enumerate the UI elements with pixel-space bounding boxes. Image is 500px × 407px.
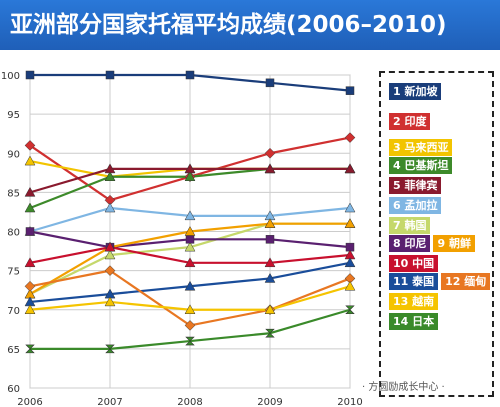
data-point: [344, 132, 356, 143]
data-point: [24, 140, 36, 151]
data-point: [264, 147, 276, 159]
data-point: [105, 70, 115, 80]
y-tick-label: 65: [7, 345, 20, 356]
legend-entry: 9 朝鲜: [433, 235, 475, 252]
data-point: [105, 344, 115, 354]
x-tick-label: 2010: [337, 397, 362, 407]
legend-entry: 8 印尼: [389, 235, 431, 252]
legend-row: 5 菲律宾: [389, 177, 442, 194]
data-point: [185, 336, 195, 346]
legend-entry: 12 缅甸: [441, 273, 491, 290]
data-point: [24, 257, 36, 268]
y-tick-label: 80: [7, 228, 20, 239]
legend-row: 1 新加坡: [389, 83, 442, 100]
data-point: [24, 304, 36, 314]
x-tick-label: 2008: [177, 397, 202, 407]
x-axis-ticks: 2006 2007 2008 2009 2010: [17, 397, 362, 407]
data-point: [344, 202, 356, 213]
legend: 1 新加坡 2 印度 3 马来西亚 4 巴基斯坦 5 菲律宾 6 孟加拉 7 韩国 8 印尼 9…: [379, 71, 494, 397]
legend-row: 11 泰国 12 缅甸: [389, 273, 491, 290]
data-point: [184, 320, 196, 331]
legend-row: 13 越南: [389, 293, 439, 310]
data-point: [24, 280, 36, 292]
data-point: [184, 304, 196, 314]
legend-entry: 13 越南: [389, 293, 439, 310]
data-point: [264, 304, 276, 314]
data-point: [24, 202, 36, 213]
data-point: [104, 163, 116, 174]
data-point: [104, 202, 116, 213]
data-point: [264, 163, 276, 174]
legend-row: 7 韩国: [389, 217, 431, 234]
data-point: [184, 210, 196, 221]
y-tick-label: 85: [7, 188, 20, 199]
data-point: [185, 70, 195, 80]
data-point: [265, 235, 275, 244]
legend-row: 10 中国: [389, 255, 439, 272]
y-tick-label: 100: [1, 71, 20, 82]
y-axis-ticks: 60 65 70 75 80 85 90 95 100: [1, 71, 20, 395]
legend-entry: 10 中国: [389, 255, 439, 272]
y-tick-label: 90: [7, 149, 20, 160]
line-chart: 60 65 70 75 80 85 90 95 100 2006 2007 2008 2009 2010: [1, 70, 363, 407]
data-point: [25, 344, 35, 354]
legend-entry: 14 日本: [389, 313, 439, 330]
data-point: [25, 70, 35, 80]
legend-entry: 5 菲律宾: [389, 177, 442, 194]
data-point: [185, 235, 195, 244]
data-point: [344, 257, 356, 268]
x-tick-label: 2006: [17, 397, 42, 407]
legend-entry: 2 印度: [389, 113, 431, 130]
watermark: · 方圆励成长中心 ·: [362, 382, 445, 393]
legend-entry: 4 巴基斯坦: [389, 157, 453, 174]
data-point: [344, 163, 356, 174]
data-point: [345, 86, 355, 95]
chart-title: 亚洲部分国家托福平均成绩(2006–2010): [0, 0, 500, 50]
data-point: [104, 241, 116, 252]
data-point: [104, 171, 116, 181]
data-point: [264, 257, 276, 268]
data-point: [264, 272, 276, 283]
x-tick-label: 2007: [97, 397, 122, 407]
data-point: [104, 265, 116, 276]
data-point: [265, 328, 275, 338]
data-point: [24, 186, 36, 197]
legend-row: 6 孟加拉: [389, 197, 442, 214]
data-point: [344, 218, 356, 228]
y-tick-label: 95: [7, 110, 20, 121]
y-tick-label: 60: [7, 384, 20, 395]
data-point: [24, 155, 36, 166]
data-point: [184, 163, 196, 174]
legend-entry: 7 韩国: [389, 217, 431, 234]
legend-row: 8 印尼 9 朝鲜: [389, 235, 475, 252]
data-point: [265, 78, 275, 88]
legend-entry: 1 新加坡: [389, 83, 442, 100]
data-point: [184, 241, 196, 252]
legend-row: 4 巴基斯坦: [389, 157, 453, 174]
data-point: [344, 280, 356, 291]
data-point: [184, 257, 196, 268]
x-tick-label: 2009: [257, 397, 282, 407]
legend-row: 2 印度: [389, 113, 431, 130]
legend-row: 14 日本: [389, 313, 439, 330]
y-tick-label: 70: [7, 306, 20, 317]
legend-entry: 6 孟加拉: [389, 197, 442, 214]
data-point: [25, 227, 35, 236]
legend-entry: 11 泰国: [389, 273, 439, 290]
series-markers: [24, 70, 356, 354]
legend-row: 3 马来西亚: [389, 139, 453, 156]
data-point: [184, 280, 196, 291]
y-tick-label: 75: [7, 267, 20, 278]
data-point: [264, 218, 276, 228]
data-point: [184, 171, 196, 181]
data-point: [345, 305, 355, 315]
data-point: [184, 225, 196, 236]
legend-entry: 3 马来西亚: [389, 139, 453, 156]
data-point: [104, 249, 116, 260]
data-point: [104, 296, 116, 307]
